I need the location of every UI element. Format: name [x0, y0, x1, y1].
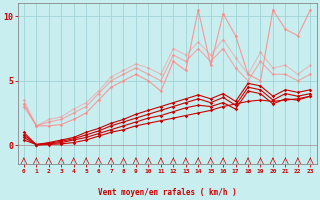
X-axis label: Vent moyen/en rafales ( km/h ): Vent moyen/en rafales ( km/h ) — [98, 188, 236, 197]
